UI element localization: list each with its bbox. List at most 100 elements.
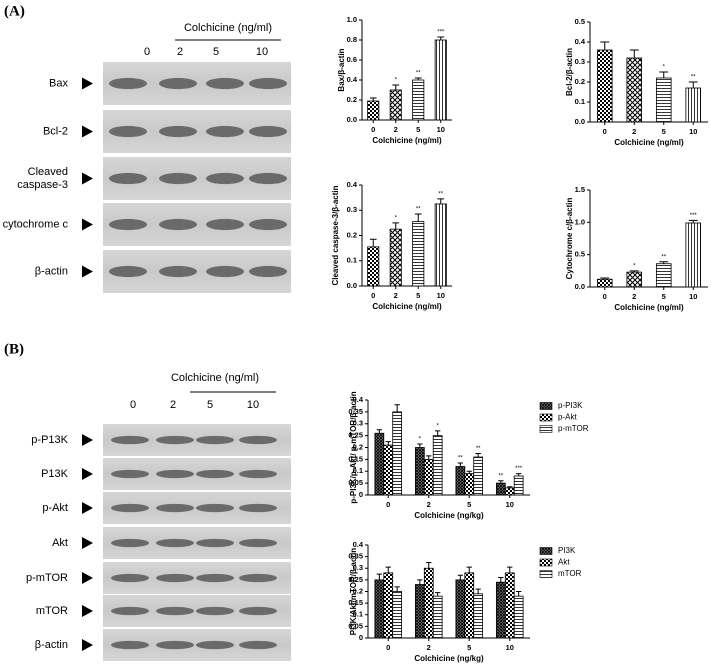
blot-band [249,77,287,90]
error-bar [475,588,481,594]
blot-band [159,172,197,185]
x-tick-label: 0 [371,125,375,134]
dose-label: 5 [207,399,213,411]
significance: ** [438,191,443,197]
dose-label: 0 [130,399,136,411]
error-bar [507,566,513,573]
significance: *** [690,213,698,219]
bar [383,572,394,639]
x-tick-label: 5 [416,125,420,134]
y-tick-label: 0 [359,490,363,499]
x-tick-label: 2 [427,500,431,509]
error-bar [629,49,639,58]
dose-label: 5 [213,46,219,58]
y-tick-label: 0.0 [575,117,585,126]
blot-band [239,640,277,650]
error-bar [426,455,432,460]
row-label: p-mTOR [26,572,68,584]
y-tick-label: 0.25 [348,575,363,584]
bar [596,278,613,288]
legend-label: p-PI3K [558,401,583,410]
row-label: cytochrome c [3,218,69,230]
y-tick-label: 0.4 [575,37,586,46]
y-tick-label: 0.4 [347,180,358,189]
y-tick-label: 0.4 [347,75,358,84]
y-tick-label: 1.5 [575,185,585,194]
bar [374,432,385,496]
blot-band [159,125,197,138]
legend-swatch [539,402,553,410]
error-bar [466,470,472,474]
bar [412,79,425,121]
y-tick-label: 0.1 [575,97,585,106]
y-tick-label: 0.8 [347,35,357,44]
error-bar [369,238,377,247]
arrow [82,468,93,480]
x-tick-label: 2 [632,292,636,301]
significance: * [419,437,422,443]
error-bar [414,213,422,222]
error-bar [434,592,441,597]
x-tick-label: 10 [437,125,445,134]
error-bar [600,277,610,280]
x-axis-label: Colchicine (ng/ml) [614,138,684,147]
y-axis-label: Bax/β-actin [337,48,346,91]
significance: *** [437,30,445,36]
error-bar [688,219,698,223]
significance: ** [691,75,696,81]
significance: * [633,263,636,269]
legend-swatch [539,413,553,422]
bar [685,87,702,123]
legend-swatch [539,425,553,433]
error-bar [466,566,472,573]
bar [455,466,466,496]
bar [392,411,403,496]
blot-band [159,218,197,231]
legend-swatch [539,547,553,555]
error-bar [426,561,432,569]
blot-band [196,606,234,616]
x-tick-label: 2 [427,643,431,652]
x-tick-label: 2 [632,127,636,136]
blot-band [239,435,277,445]
error-bar [385,441,391,446]
blot-band [249,218,287,231]
treatment-label: Colchicine (ng/ml) [171,372,259,384]
bar [414,584,425,639]
significance: *** [515,466,523,472]
bar [464,473,475,496]
dose-label: 0 [144,46,150,58]
y-tick-label: 0.2 [353,586,363,595]
arrow [82,537,93,549]
bar [367,100,380,121]
legend-label: PI3K [558,546,576,555]
error-bar [437,36,445,40]
y-axis-label: p-PI3K/p-Akt/ p-mTOR/β-actin [349,391,358,503]
y-tick-label: 0.25 [348,431,363,440]
bar [455,579,466,639]
blot-band [239,503,277,513]
bar [473,456,484,496]
error-bar [392,222,400,230]
blot-band [156,503,194,513]
x-axis-label: Colchicine (ng/kg) [414,511,484,520]
row-label: Cleaved [28,166,68,178]
blot-band [111,435,149,445]
y-tick-label: 0.5 [575,250,585,259]
blot-band [206,125,244,138]
y-tick-label: 0.1 [353,466,363,475]
y-axis-label: Cytochrome c/β-actin [565,197,574,279]
blot-band [111,640,149,650]
arrow [82,172,93,185]
bar [596,49,613,123]
row-label: p-Akt [42,502,68,514]
error-bar [629,270,639,273]
x-tick-label: 5 [416,291,420,300]
significance: ** [476,446,481,452]
blot-band [111,538,149,548]
arrow [82,572,93,584]
error-bar [385,566,391,573]
error-bar [498,480,504,484]
significance: ** [416,207,421,213]
error-bar [417,443,423,448]
